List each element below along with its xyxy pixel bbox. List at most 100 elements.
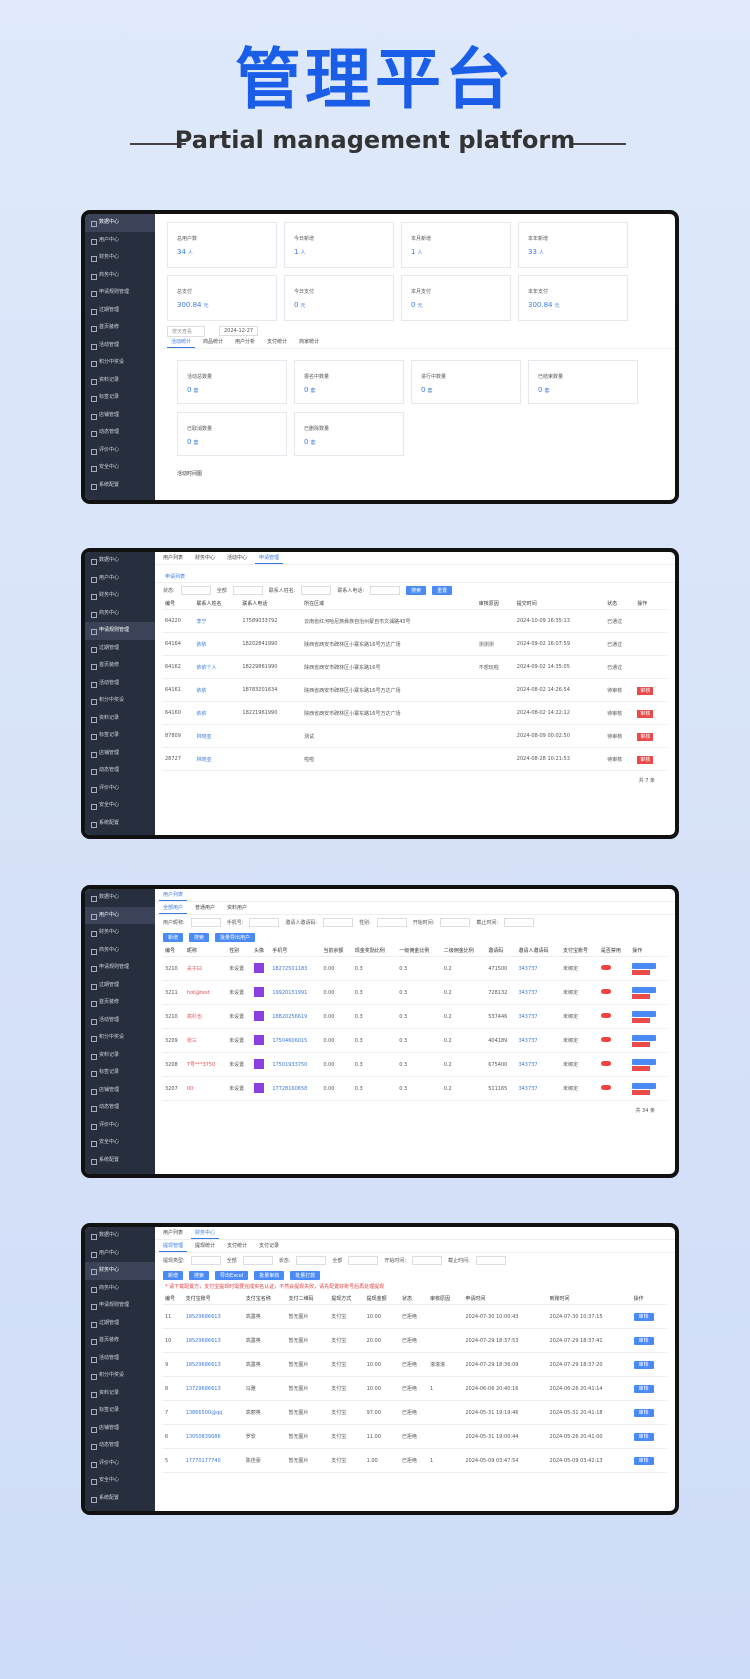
filter-input[interactable]: [323, 918, 354, 927]
edit-button[interactable]: [632, 1035, 657, 1041]
button[interactable]: 批量审核: [254, 1271, 285, 1280]
menu-item[interactable]: 店铺管理: [85, 1420, 155, 1438]
toggle[interactable]: [600, 1085, 611, 1090]
delete-button[interactable]: [632, 994, 651, 999]
menu-item[interactable]: 店铺管理: [85, 1082, 155, 1100]
toggle[interactable]: [600, 1061, 611, 1066]
tab[interactable]: 活动统计: [167, 336, 196, 348]
action-button[interactable]: 审核: [633, 1361, 654, 1369]
menu-item[interactable]: 系统配置: [85, 1490, 155, 1508]
menu-item[interactable]: 过期管理: [85, 1315, 155, 1333]
menu-item[interactable]: 店铺管理: [85, 745, 155, 763]
toggle[interactable]: [600, 965, 611, 970]
menu-item[interactable]: 过期管理: [85, 977, 155, 995]
menu-item[interactable]: 首页装修: [85, 994, 155, 1012]
action-button[interactable]: 审核: [633, 1457, 654, 1465]
delete-button[interactable]: [632, 970, 651, 975]
tab[interactable]: 全部用户: [159, 902, 188, 914]
menu-item[interactable]: 评价中心: [85, 780, 155, 798]
filter-input[interactable]: [370, 586, 401, 595]
menu-item[interactable]: 用户中心: [85, 570, 155, 588]
menu-item[interactable]: 活动管理: [85, 337, 155, 355]
button[interactable]: 批量导出用户: [215, 933, 256, 942]
button[interactable]: 重置: [432, 586, 453, 595]
select[interactable]: 按天查看: [167, 326, 205, 337]
menu-item[interactable]: 评价中心: [85, 442, 155, 460]
menu-item[interactable]: 活动管理: [85, 1012, 155, 1030]
menu-item[interactable]: 安全中心: [85, 459, 155, 477]
menu-item[interactable]: 财务中心: [85, 587, 155, 605]
menu-item[interactable]: 财务中心: [85, 1262, 155, 1280]
button[interactable]: 新增: [163, 1271, 184, 1280]
menu-item[interactable]: 财务中心: [85, 249, 155, 267]
toggle[interactable]: [600, 1013, 611, 1018]
action-button[interactable]: 审核: [633, 1313, 654, 1321]
menu-item[interactable]: 安全中心: [85, 1134, 155, 1152]
menu-item[interactable]: 申请规则管理: [85, 959, 155, 977]
menu-item[interactable]: 积分中奖设: [85, 1367, 155, 1385]
filter-input[interactable]: [301, 586, 332, 595]
delete-button[interactable]: [632, 1018, 651, 1023]
menu-item[interactable]: 用户中心: [85, 906, 155, 924]
tab[interactable]: 普通用户: [195, 905, 216, 911]
menu-item[interactable]: 安全中心: [85, 797, 155, 815]
tab[interactable]: 用户列表: [159, 889, 188, 901]
menu-item[interactable]: 系统配置: [85, 477, 155, 495]
menu-item[interactable]: 动态管理: [85, 762, 155, 780]
tab[interactable]: 支付记录: [259, 1243, 280, 1249]
menu-item[interactable]: 首页装修: [85, 319, 155, 337]
menu-item[interactable]: 积分中奖设: [85, 354, 155, 372]
filter-input[interactable]: [190, 1256, 221, 1265]
tab[interactable]: 资料用户: [227, 905, 248, 911]
filter-input[interactable]: [376, 918, 407, 927]
action-button[interactable]: 审核: [637, 755, 654, 764]
menu-item[interactable]: 动态管理: [85, 424, 155, 442]
menu-item[interactable]: 申请规则管理: [85, 284, 155, 302]
edit-button[interactable]: [632, 987, 657, 993]
menu-item[interactable]: 首页装修: [85, 657, 155, 675]
menu-item[interactable]: 系统配置: [85, 815, 155, 833]
menu-item[interactable]: 数据中心: [85, 552, 155, 570]
delete-button[interactable]: [632, 1042, 651, 1047]
tab[interactable]: 用户列表: [163, 555, 184, 561]
filter-input[interactable]: [242, 1256, 273, 1265]
button[interactable]: 批量打款: [290, 1271, 321, 1280]
menu-item[interactable]: 动态管理: [85, 1099, 155, 1117]
menu-item[interactable]: 活动管理: [85, 675, 155, 693]
menu-item[interactable]: 资料记录: [85, 710, 155, 728]
menu-item[interactable]: 过期管理: [85, 640, 155, 658]
menu-item[interactable]: 资料记录: [85, 1047, 155, 1065]
tab[interactable]: 用户分析: [235, 339, 256, 345]
button[interactable]: 搜索: [406, 586, 427, 595]
filter-input[interactable]: [296, 1256, 327, 1265]
action-button[interactable]: 审核: [637, 732, 654, 741]
menu-item[interactable]: 评价中心: [85, 1117, 155, 1135]
menu-item[interactable]: 标签记录: [85, 1402, 155, 1420]
menu-item[interactable]: 数据中心: [85, 214, 155, 232]
menu-item[interactable]: 用户中心: [85, 1245, 155, 1263]
menu-item[interactable]: 商务中心: [85, 267, 155, 285]
tab[interactable]: 财务中心: [195, 555, 216, 561]
filter-input[interactable]: [504, 918, 535, 927]
menu-item[interactable]: 财务中心: [85, 924, 155, 942]
filter-input[interactable]: [348, 1256, 379, 1265]
edit-button[interactable]: [632, 1083, 657, 1089]
tab[interactable]: 支付统计: [227, 1243, 248, 1249]
tab[interactable]: 支付统计: [267, 339, 288, 345]
edit-button[interactable]: [632, 1059, 657, 1065]
tab[interactable]: 提现统计: [195, 1243, 216, 1249]
filter-input[interactable]: [412, 1256, 443, 1265]
menu-item[interactable]: 申请规则管理: [85, 622, 155, 640]
tab[interactable]: 商品统计: [203, 339, 224, 345]
action-button[interactable]: 审核: [633, 1337, 654, 1345]
menu-item[interactable]: 资料记录: [85, 372, 155, 390]
button[interactable]: 搜索: [189, 1271, 210, 1280]
tab[interactable]: 申请管理: [255, 552, 284, 564]
action-button[interactable]: 审核: [637, 686, 654, 695]
menu-item[interactable]: 标签记录: [85, 389, 155, 407]
menu-item[interactable]: 商务中心: [85, 1280, 155, 1298]
menu-item[interactable]: 积分中奖设: [85, 692, 155, 710]
tab[interactable]: 提现管理: [159, 1240, 188, 1252]
filter-input[interactable]: [249, 918, 280, 927]
menu-item[interactable]: 用户中心: [85, 232, 155, 250]
